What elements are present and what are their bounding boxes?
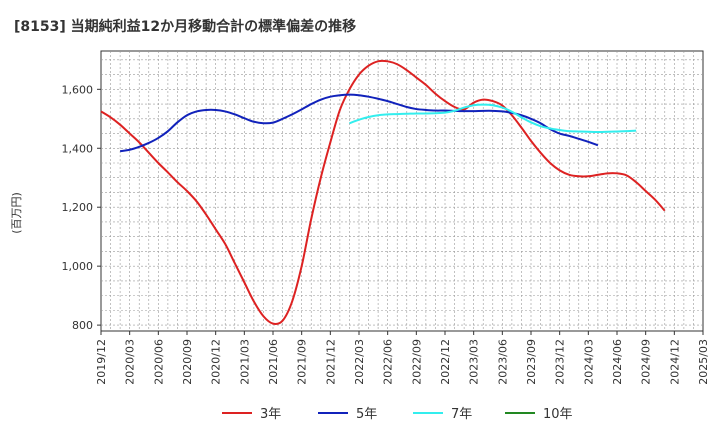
x-tick-label: 2023/03 xyxy=(468,339,481,385)
x-tick-label: 2024/09 xyxy=(640,339,653,385)
legend-label: 7年 xyxy=(451,407,472,422)
x-tick-label: 2023/12 xyxy=(554,339,567,385)
x-tick-label: 2022/12 xyxy=(439,339,452,385)
legend-label: 10年 xyxy=(543,407,573,422)
plot-frame xyxy=(100,50,704,332)
x-tick-label: 2021/03 xyxy=(238,339,251,385)
x-tick-label: 2024/12 xyxy=(668,339,681,385)
y-tick-label: 1,400 xyxy=(62,142,94,155)
x-tick-label: 2021/09 xyxy=(296,339,309,385)
series-5y-line xyxy=(119,93,599,153)
y-tick-label: 1,200 xyxy=(62,201,94,214)
legend-5y: 5年 xyxy=(318,407,377,422)
series-7y-line xyxy=(349,103,637,134)
x-tick-label: 2024/03 xyxy=(582,339,595,385)
legend-7y: 7年 xyxy=(413,407,472,422)
y-axis-label: (百万円) xyxy=(10,192,23,234)
legend-10y: 10年 xyxy=(505,407,573,422)
legend-3y: 3年 xyxy=(222,407,281,422)
legend-label: 5年 xyxy=(356,407,377,422)
x-tick-label: 2024/06 xyxy=(611,339,624,385)
x-tick-label: 2020/12 xyxy=(210,339,223,385)
y-tick-label: 1,000 xyxy=(62,260,94,273)
x-tick-label: 2019/12 xyxy=(95,339,108,385)
x-tick-label: 2023/09 xyxy=(525,339,538,385)
legend: 3年 5年 7年 10年 xyxy=(222,407,573,422)
x-tick-label: 2021/12 xyxy=(324,339,337,385)
x-tick-label: 2020/09 xyxy=(181,339,194,385)
y-tick-label: 1,600 xyxy=(62,83,94,96)
x-tick-label: 2022/09 xyxy=(410,339,423,385)
x-tick-label: 2022/03 xyxy=(353,339,366,385)
series-layer xyxy=(100,59,666,325)
x-tick-label: 2025/03 xyxy=(697,339,710,385)
series-3y-line xyxy=(100,59,666,325)
x-tick-label: 2022/06 xyxy=(382,339,395,385)
axis-layer: 800 1,000 1,200 1,400 1,600 2019/12 2020/03 202… xyxy=(62,83,711,384)
chart-title: [8153] 当期純利益12か月移動合計の標準偏差の推移 xyxy=(14,18,356,35)
x-tick-label: 2021/06 xyxy=(267,339,280,385)
x-tick-label: 2020/03 xyxy=(124,339,137,385)
x-tick-label: 2020/06 xyxy=(152,339,165,385)
x-tick-label: 2023/06 xyxy=(496,339,509,385)
y-tick-label: 800 xyxy=(72,319,93,332)
grid-layer xyxy=(100,50,704,332)
legend-label: 3年 xyxy=(260,407,281,422)
